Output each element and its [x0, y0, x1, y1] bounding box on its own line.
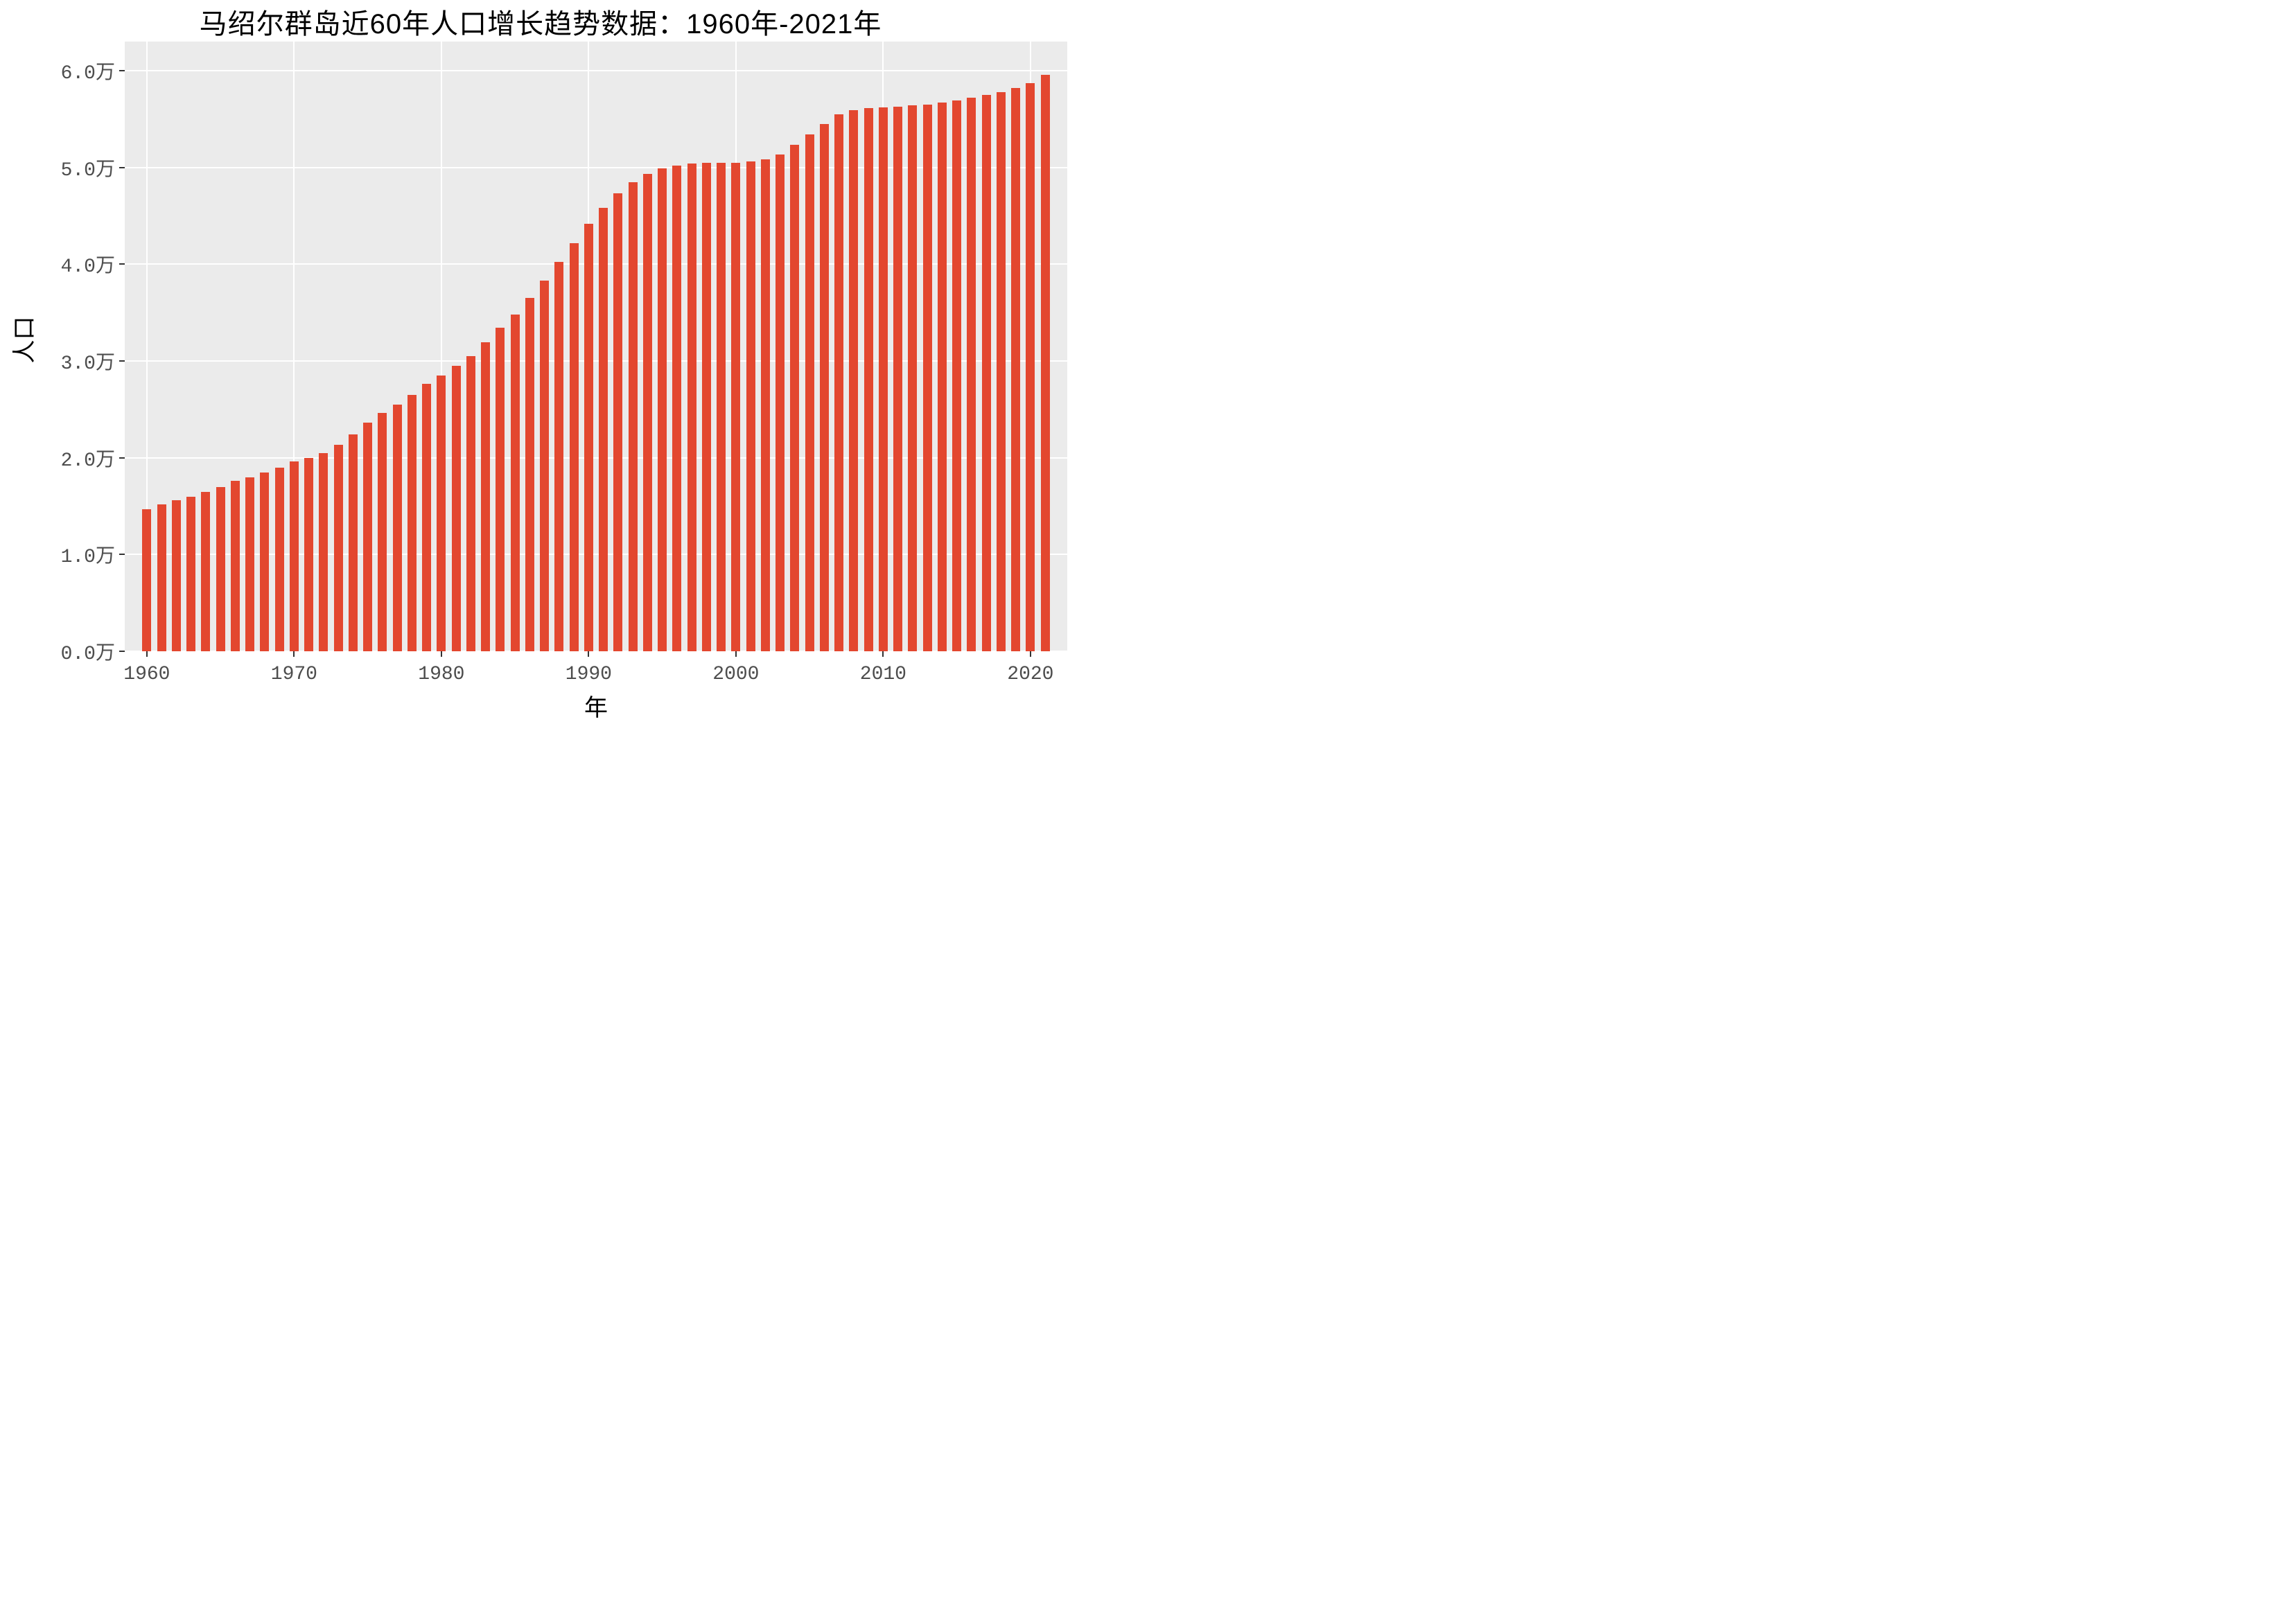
bar — [363, 423, 372, 651]
bar — [511, 315, 520, 651]
bar — [319, 453, 328, 651]
y-tick-label: 4.0万 — [61, 250, 115, 278]
bar — [849, 110, 858, 651]
bar — [334, 445, 343, 651]
bars — [125, 42, 1067, 651]
bar — [408, 395, 417, 651]
bar — [584, 224, 593, 651]
bar — [775, 155, 785, 651]
bar — [481, 342, 490, 651]
bar — [702, 163, 711, 651]
bar — [554, 262, 563, 651]
y-tick-label: 3.0万 — [61, 347, 115, 375]
bar — [349, 434, 358, 651]
bar — [613, 193, 622, 651]
bar — [437, 376, 446, 651]
bar — [629, 182, 638, 651]
x-tick-label: 2020 — [1007, 664, 1053, 685]
bar — [923, 105, 932, 651]
bar — [1011, 88, 1020, 651]
bar — [643, 174, 652, 651]
bar — [746, 161, 755, 651]
x-ticks: 1960 1970 1980 1990 2000 2010 2020 — [125, 658, 1067, 693]
x-tick-mark — [882, 651, 884, 657]
bar — [731, 163, 740, 651]
bar — [952, 100, 961, 651]
bar — [231, 481, 240, 651]
bar — [186, 497, 195, 651]
bar — [496, 328, 505, 651]
bar — [908, 105, 917, 651]
bar — [820, 124, 829, 651]
x-tick-mark — [735, 651, 737, 657]
bar — [304, 458, 313, 651]
y-tick-label: 6.0万 — [61, 57, 115, 85]
bar — [658, 168, 667, 651]
bar — [967, 98, 976, 651]
bar — [393, 405, 402, 651]
bar — [687, 164, 696, 651]
bar — [893, 107, 902, 651]
bar — [525, 298, 534, 651]
bar — [142, 509, 151, 651]
bar — [540, 281, 549, 651]
bar — [672, 166, 681, 651]
y-tick-mark — [119, 554, 125, 555]
x-tick-label: 1980 — [418, 664, 464, 685]
y-tick-mark — [119, 651, 125, 652]
y-tick-mark — [119, 70, 125, 71]
x-tick-mark — [293, 651, 295, 657]
x-axis-label: 年 — [125, 689, 1067, 723]
bar — [290, 461, 299, 651]
bar — [790, 145, 799, 651]
bar — [201, 492, 210, 651]
x-tick-label: 2000 — [712, 664, 759, 685]
bar — [879, 107, 888, 651]
bar — [466, 356, 475, 651]
y-tick-mark — [119, 360, 125, 362]
bar — [422, 384, 431, 651]
x-tick-label: 1970 — [271, 664, 317, 685]
bar — [172, 500, 181, 651]
y-tick-label: 2.0万 — [61, 444, 115, 472]
y-tick-mark — [119, 263, 125, 265]
bar-chart: 马绍尔群岛近60年人口增长趋势数据：1960年-2021年 人口 0.0万1.0… — [0, 0, 1081, 761]
x-tick-mark — [146, 651, 148, 657]
y-tick-label: 1.0万 — [61, 540, 115, 568]
y-tick-label: 0.0万 — [61, 637, 115, 665]
bar — [599, 208, 608, 651]
x-tick-mark — [1030, 651, 1031, 657]
x-tick-mark — [588, 651, 589, 657]
bar — [938, 103, 947, 651]
bar — [260, 473, 269, 651]
bar — [864, 108, 873, 651]
x-tick-label: 2010 — [860, 664, 906, 685]
bar — [1041, 75, 1050, 652]
bar — [834, 114, 843, 651]
bar — [717, 163, 726, 651]
y-ticks: 0.0万1.0万2.0万3.0万4.0万5.0万6.0万 — [0, 42, 115, 651]
bar — [216, 487, 225, 651]
bar — [982, 95, 991, 651]
bar — [761, 159, 770, 651]
bar — [245, 477, 254, 651]
bar — [275, 468, 284, 651]
x-tick-label: 1960 — [123, 664, 170, 685]
y-tick-mark — [119, 167, 125, 168]
x-tick-mark — [441, 651, 442, 657]
plot-area — [125, 42, 1067, 651]
bar — [452, 366, 461, 651]
bar — [378, 413, 387, 651]
bar — [1026, 83, 1035, 651]
y-tick-label: 5.0万 — [61, 154, 115, 182]
bar — [997, 92, 1006, 651]
x-tick-label: 1990 — [566, 664, 612, 685]
bar — [805, 134, 814, 651]
chart-title: 马绍尔群岛近60年人口增长趋势数据：1960年-2021年 — [0, 1, 1081, 42]
y-tick-mark — [119, 457, 125, 459]
bar — [570, 243, 579, 651]
bar — [157, 504, 166, 651]
